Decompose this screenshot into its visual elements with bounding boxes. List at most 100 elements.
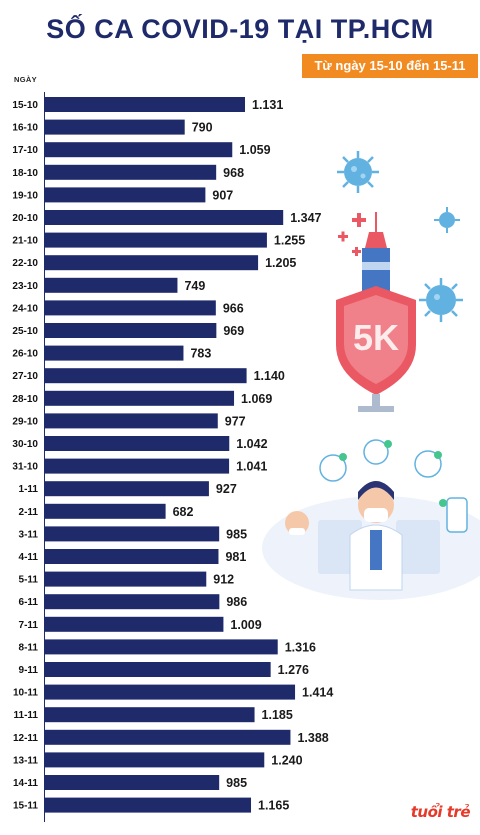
bar — [45, 277, 178, 293]
category-label: 3-11 — [19, 529, 39, 540]
value-label: 977 — [225, 414, 246, 428]
value-label: 1.165 — [258, 799, 289, 813]
value-label: 1.069 — [241, 392, 272, 406]
value-label: 682 — [173, 505, 194, 519]
category-label: 2-11 — [19, 507, 39, 518]
bar — [45, 526, 220, 542]
bar — [45, 616, 224, 632]
value-label: 1.316 — [285, 640, 316, 654]
bar — [45, 436, 230, 451]
category-label: 5-11 — [19, 575, 39, 586]
bar — [45, 232, 267, 248]
category-label: 30-10 — [12, 439, 38, 450]
bar — [45, 458, 230, 474]
bar — [45, 481, 209, 497]
bar — [45, 142, 233, 158]
category-label: 11-11 — [14, 710, 39, 721]
bar — [45, 300, 216, 316]
bar — [45, 549, 219, 564]
shield-icon: 5K — [336, 286, 416, 412]
category-label: 29-10 — [12, 416, 38, 427]
value-label: 985 — [226, 527, 247, 541]
bar — [45, 413, 218, 429]
value-label: 1.059 — [239, 143, 270, 157]
plus-icon — [338, 213, 366, 256]
bar — [45, 707, 255, 723]
bars-group: 15-10 1.131 16-10 790 17-10 1.059 18-10 968 19-1… — [12, 97, 333, 813]
category-label: 4-11 — [19, 552, 39, 563]
value-label: 749 — [184, 279, 205, 293]
tuoi-tre-logo: tuổi trẻ — [410, 803, 471, 821]
bar — [45, 729, 291, 745]
bar — [45, 390, 235, 406]
value-label: 912 — [213, 573, 234, 587]
bar — [45, 97, 245, 112]
value-label: 1.276 — [278, 663, 309, 677]
value-label: 1.414 — [302, 686, 333, 700]
value-label: 1.185 — [262, 708, 293, 722]
category-label: 12-11 — [13, 733, 38, 744]
bar — [45, 797, 252, 813]
bar — [45, 255, 259, 271]
bar — [45, 368, 247, 384]
value-label: 1.205 — [265, 256, 296, 270]
value-label: 969 — [223, 324, 244, 338]
bar — [45, 345, 184, 361]
category-label: 21-10 — [12, 236, 38, 247]
virus-icon — [337, 151, 379, 193]
category-label: 24-10 — [12, 303, 38, 314]
value-label: 966 — [223, 301, 244, 315]
bar — [45, 210, 284, 225]
value-label: 1.042 — [236, 437, 267, 451]
y-axis-label: NGÀY — [14, 75, 37, 84]
bar — [45, 775, 220, 790]
category-label: 19-10 — [12, 190, 38, 201]
value-label: 1.140 — [254, 369, 285, 383]
bar — [45, 119, 185, 135]
bar — [45, 752, 265, 768]
category-label: 18-10 — [12, 168, 38, 179]
bar — [45, 164, 217, 180]
category-label: 10-11 — [13, 688, 38, 699]
category-label: 22-10 — [12, 258, 38, 269]
virus-icon — [419, 278, 463, 322]
category-label: 17-10 — [12, 145, 38, 156]
virus-icon — [434, 207, 460, 233]
category-label: 28-10 — [12, 394, 38, 405]
value-label: 790 — [192, 121, 213, 135]
value-label: 1.347 — [290, 211, 321, 225]
category-label: 14-11 — [13, 778, 38, 789]
category-label: 31-10 — [12, 462, 38, 473]
bar — [45, 187, 206, 203]
value-label: 1.009 — [230, 618, 261, 632]
category-label: 1-11 — [19, 484, 39, 495]
bar — [45, 594, 220, 610]
category-label: 9-11 — [19, 665, 39, 676]
category-label: 26-10 — [12, 349, 38, 360]
category-label: 8-11 — [19, 642, 39, 653]
date-range-badge: Từ ngày 15-10 đến 15-11 — [302, 54, 478, 78]
value-label: 968 — [223, 166, 244, 180]
chart-title: SỐ CA COVID-19 TẠI TP.HCM — [46, 14, 434, 44]
bar — [45, 503, 166, 519]
value-label: 985 — [226, 776, 247, 790]
bar — [45, 662, 271, 677]
value-label: 1.131 — [252, 98, 283, 112]
doctor-illustration — [262, 439, 480, 600]
bar — [45, 323, 217, 338]
value-label: 927 — [216, 482, 237, 496]
value-label: 907 — [212, 188, 233, 202]
category-label: 20-10 — [12, 213, 38, 224]
category-label: 13-11 — [13, 755, 38, 766]
value-label: 981 — [225, 550, 246, 564]
category-label: 15-11 — [13, 801, 38, 812]
category-label: 15-10 — [12, 100, 38, 111]
bar — [45, 571, 207, 587]
value-label: 1.240 — [271, 753, 302, 767]
svg-text:5K: 5K — [353, 317, 399, 358]
value-label: 986 — [226, 595, 247, 609]
value-label: 1.388 — [297, 731, 328, 745]
category-label: 7-11 — [19, 620, 39, 631]
value-label: 1.041 — [236, 460, 267, 474]
